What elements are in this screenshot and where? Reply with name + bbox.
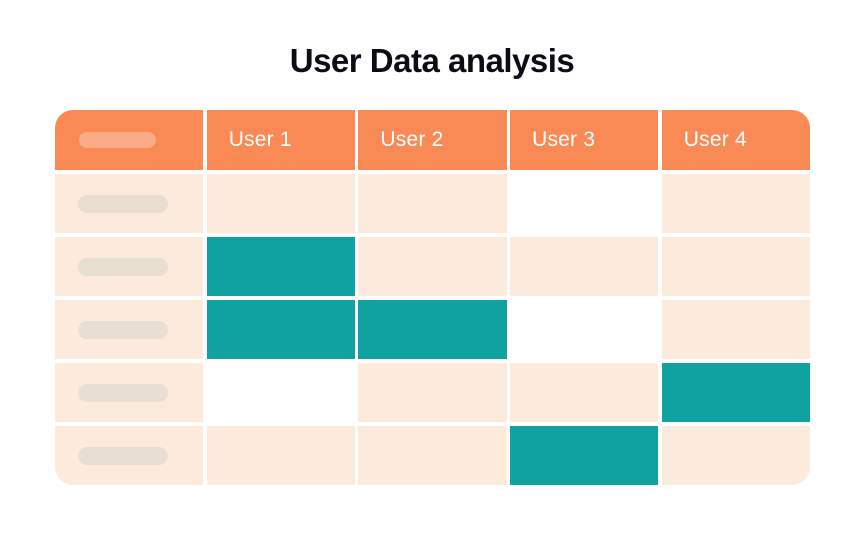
header-label: User 4 <box>683 128 747 151</box>
header-cell-user-3: User 3 <box>510 110 659 170</box>
table-cell-r4-c3-peach <box>510 363 659 422</box>
row-skeleton-pill <box>78 194 168 213</box>
table-cell-r2-c1-teal <box>206 237 355 296</box>
table-cell-r5-c1-peach <box>206 426 355 485</box>
table-cell-r2-c3-peach <box>510 237 659 296</box>
table-cell-r1-c4-peach <box>661 174 810 233</box>
table-cell-r1-c1-peach <box>206 174 355 233</box>
table-cell-r1-c3-white <box>510 174 659 233</box>
row-skeleton-pill <box>78 320 168 339</box>
table-cell-r4-c4-teal <box>661 363 810 422</box>
table-cell-r3-c4-peach <box>661 300 810 359</box>
user-data-table: User 1 User 2 User 3 User 4 <box>55 110 810 485</box>
table-cell-r2-c2-peach <box>358 237 507 296</box>
table-cell-r5-c4-peach <box>661 426 810 485</box>
table-cell-r3-c2-teal <box>358 300 507 359</box>
header-skeleton-pill <box>79 132 156 148</box>
header-cell-skeleton <box>55 110 204 170</box>
row-5-label-cell <box>55 426 204 485</box>
header-cell-user-4: User 4 <box>661 110 810 170</box>
table-cell-r3-c1-teal <box>206 300 355 359</box>
table-cell-r5-c2-peach <box>358 426 507 485</box>
table-cell-r5-c3-teal <box>510 426 659 485</box>
row-skeleton-pill <box>78 446 168 465</box>
table-cell-r4-c2-peach <box>358 363 507 422</box>
table-cell-r2-c4-peach <box>661 237 810 296</box>
row-1-label-cell <box>55 174 204 233</box>
page-title: User Data analysis <box>289 42 575 79</box>
header-cell-user-2: User 2 <box>358 110 507 170</box>
header-label: User 2 <box>380 128 444 151</box>
table-cell-r1-c2-peach <box>358 174 507 233</box>
row-skeleton-pill <box>78 383 168 402</box>
table-cell-r4-c1-white <box>206 363 355 422</box>
table-cell-r3-c3-white <box>510 300 659 359</box>
row-2-label-cell <box>55 237 204 296</box>
row-skeleton-pill <box>78 257 168 276</box>
row-4-label-cell <box>55 363 204 422</box>
header-label: User 3 <box>532 128 596 151</box>
header-label: User 1 <box>228 128 292 151</box>
row-3-label-cell <box>55 300 204 359</box>
header-cell-user-1: User 1 <box>206 110 355 170</box>
